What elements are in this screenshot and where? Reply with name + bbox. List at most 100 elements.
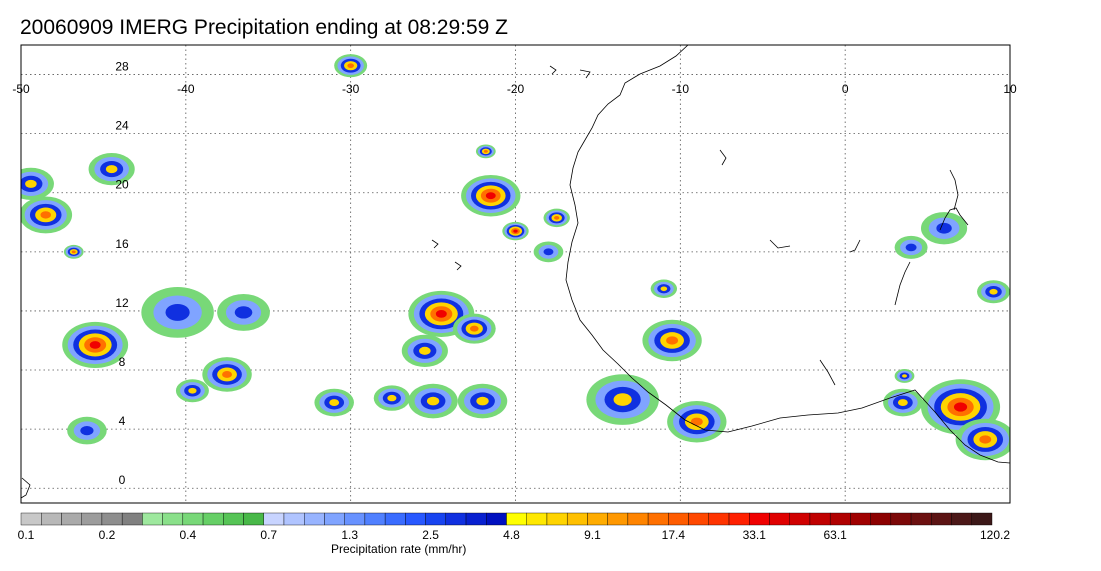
precip-cell <box>894 235 928 259</box>
precip-cell <box>650 279 678 298</box>
colorbar-swatch <box>688 512 709 526</box>
colorbar-label: 0.1 <box>17 528 35 542</box>
precip-cell <box>502 221 529 241</box>
colorbar-swatch <box>506 512 527 526</box>
longitude-tick-labels: -50 -40 -30 -20 -10 0 10 <box>12 82 1017 96</box>
precip-cell <box>141 287 214 338</box>
colorbar-swatch <box>566 512 588 526</box>
precip-ring <box>554 216 560 220</box>
colorbar-swatch <box>951 512 972 526</box>
precip-cell <box>894 369 915 383</box>
precip-cell <box>62 321 129 368</box>
precip-ring <box>89 341 101 349</box>
precip-ring <box>979 435 992 444</box>
precip-ring <box>902 374 907 378</box>
colorbar-swatch <box>809 512 831 526</box>
map-frame <box>20 44 1011 504</box>
colorbar-swatch <box>405 512 426 526</box>
colorbar-swatch <box>243 512 264 526</box>
colorbar-swatch <box>182 512 204 526</box>
colorbar-swatch <box>20 512 42 526</box>
lat-tick-label: 20 <box>115 178 129 192</box>
precip-ring <box>71 250 76 254</box>
colorbar-label: 120.2 <box>979 528 1011 542</box>
precip-cell <box>88 152 135 186</box>
colorbar-swatch <box>304 512 325 526</box>
coastline <box>21 45 1010 499</box>
colorbar-swatch <box>223 512 244 526</box>
precip-ring <box>25 179 37 188</box>
precip-ring <box>347 63 354 68</box>
colorbar-swatch <box>344 512 366 526</box>
colorbar-swatch <box>445 512 467 526</box>
lon-tick-label: 10 <box>1003 82 1017 96</box>
lon-tick-label: -50 <box>12 82 30 96</box>
lat-tick-label: 0 <box>119 473 126 487</box>
precip-cell <box>202 357 252 392</box>
map-frame-bg <box>21 45 1010 503</box>
precip-ring <box>485 192 496 200</box>
colorbar-label: 17.4 <box>661 528 686 542</box>
precip-ring <box>40 211 51 219</box>
precip-ring <box>387 394 397 402</box>
colorbar-swatch <box>61 512 82 526</box>
colorbar-label: 9.1 <box>584 528 601 542</box>
colorbar-swatch <box>142 512 163 526</box>
precip-cell <box>920 212 968 245</box>
precip-ring <box>989 288 998 295</box>
colorbar-swatch <box>324 512 345 526</box>
colorbar-swatch <box>971 512 993 526</box>
precip-ring <box>543 248 554 256</box>
colorbar-label: 63.1 <box>823 528 847 542</box>
precip-cell <box>452 313 496 344</box>
colorbar-swatch <box>121 512 143 526</box>
colorbar-swatch <box>587 512 608 526</box>
lon-tick-label: -10 <box>672 82 690 96</box>
precip-cell <box>63 244 84 259</box>
colorbar-swatch <box>81 512 103 526</box>
graticule <box>21 45 1010 503</box>
precip-ring <box>165 303 190 321</box>
precip-ring <box>470 325 479 332</box>
precip-ring <box>105 165 118 174</box>
precip-ring <box>513 229 518 233</box>
colorbar-label: 0.4 <box>179 528 197 542</box>
colorbar-swatch <box>910 512 932 526</box>
precip-cell <box>175 379 209 403</box>
map-title: 20060909 IMERG Precipitation ending at 0… <box>20 16 508 39</box>
colorbar-swatch <box>41 512 62 526</box>
colorbar-swatch <box>263 512 285 526</box>
colorbar-swatch <box>627 512 649 526</box>
precip-cell <box>533 241 564 263</box>
precip-ring <box>936 222 952 234</box>
precip-cell <box>314 388 354 417</box>
colorbar-label: 0.2 <box>98 528 116 542</box>
precip-ring <box>666 336 679 345</box>
lon-tick-label: -20 <box>507 82 525 96</box>
lat-tick-label: 24 <box>115 119 129 133</box>
precip-cell <box>461 174 521 217</box>
precip-cell <box>334 54 368 78</box>
colorbar-swatch <box>526 512 548 526</box>
lat-tick-label: 12 <box>115 296 129 310</box>
precip-cell <box>977 280 1010 304</box>
colorbar-swatch <box>384 512 406 526</box>
colorbar-label: 2.5 <box>422 528 439 542</box>
precip-ring <box>234 306 253 319</box>
precip-cell <box>586 374 659 425</box>
colorbar-swatch <box>465 512 487 526</box>
lat-tick-label: 4 <box>119 414 126 428</box>
precip-ring <box>905 243 917 252</box>
latitude-tick-labels: 0 4 8 12 16 20 24 28 <box>115 60 129 488</box>
precip-ring <box>613 393 632 406</box>
precip-ring <box>476 396 489 406</box>
colorbar-swatch <box>202 512 224 526</box>
precip-cell <box>955 418 1010 461</box>
lat-tick-label: 28 <box>115 60 129 74</box>
colorbar-swatch <box>870 512 892 526</box>
precip-cell <box>21 196 73 234</box>
colorbar-swatch <box>749 512 770 526</box>
colorbar-swatch <box>364 512 386 526</box>
lon-tick-label: 0 <box>842 82 849 96</box>
